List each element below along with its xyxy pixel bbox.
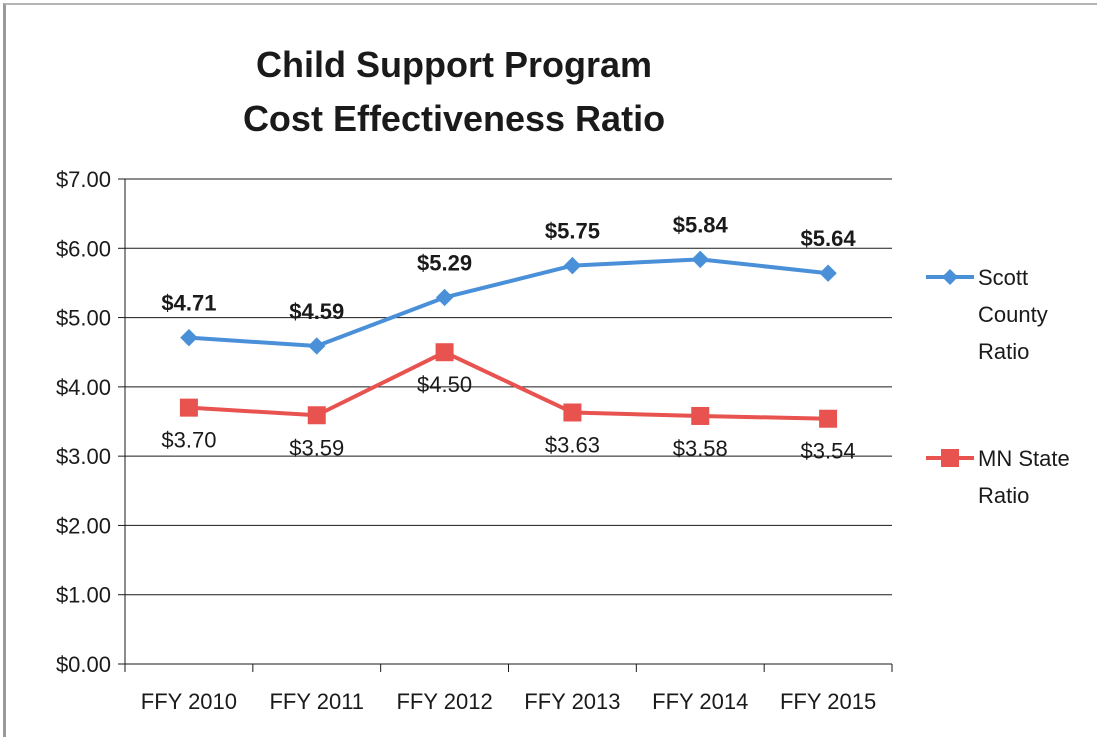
series-line <box>188 350 829 421</box>
legend-label: MN State <box>978 446 1070 471</box>
chart-frame: Child Support Program Cost Effectiveness… <box>3 3 1097 737</box>
chart-title: Child Support Program Cost Effectiveness… <box>243 44 665 139</box>
x-tick-label: FFY 2010 <box>141 689 237 714</box>
series-layer: $4.71 $4.59 $5.29 $5.75 $5.84 $5.64 $3.70 $3.59… <box>161 212 856 463</box>
data-point-marker <box>691 250 709 269</box>
x-tick-label: FFY 2015 <box>780 689 876 714</box>
data-label: $5.29 <box>417 250 472 275</box>
y-tick-label: $0.00 <box>56 652 111 677</box>
legend-label: Scott <box>978 265 1028 290</box>
y-tick-label: $1.00 <box>56 583 111 608</box>
data-point-marker <box>308 337 326 355</box>
legend-label: Ratio <box>978 339 1029 364</box>
data-point-marker <box>180 328 198 347</box>
data-label: $5.64 <box>801 226 857 251</box>
y-tick-label: $7.00 <box>56 167 111 192</box>
legend-label: Ratio <box>978 483 1029 508</box>
data-label: $3.70 <box>161 428 216 453</box>
gridlines <box>125 178 892 596</box>
legend: Scott County Ratio MN State Ratio <box>926 265 1070 508</box>
data-point-marker <box>435 343 454 362</box>
data-label: $3.54 <box>801 439 856 464</box>
y-tick-label: $6.00 <box>56 236 111 261</box>
x-tick-label: FFY 2013 <box>524 689 620 714</box>
x-tick-label: FFY 2012 <box>396 689 492 714</box>
y-tick-label: $4.00 <box>56 375 111 400</box>
data-point-marker <box>179 398 198 417</box>
data-point-marker <box>435 288 454 307</box>
axes <box>118 178 893 672</box>
chart-title-line-2: Cost Effectiveness Ratio <box>243 98 665 139</box>
data-label: $3.58 <box>673 436 728 461</box>
data-label: $4.59 <box>289 299 344 324</box>
data-label: $5.75 <box>545 219 600 244</box>
x-axis-tick-labels: FFY 2010 FFY 2011 FFY 2012 FFY 2013 FFY 2014… <box>141 689 876 714</box>
data-point-marker <box>307 406 326 425</box>
data-point-marker <box>563 256 582 275</box>
data-point-marker <box>819 264 837 282</box>
line-chart: Child Support Program Cost Effectiveness… <box>56 44 1070 714</box>
data-label: $4.50 <box>417 372 472 397</box>
chart-title-line-1: Child Support Program <box>256 44 652 85</box>
legend-marker <box>942 269 958 285</box>
y-tick-label: $3.00 <box>56 444 111 469</box>
data-point-marker <box>563 403 582 422</box>
data-point-marker <box>819 409 838 428</box>
series-scott-county: $4.71 $4.59 $5.29 $5.75 $5.84 $5.64 <box>161 212 857 355</box>
x-tick-label: FFY 2011 <box>269 689 364 714</box>
y-tick-label: $2.00 <box>56 513 111 538</box>
legend-label: County <box>978 302 1048 327</box>
y-tick-label: $5.00 <box>56 306 111 331</box>
legend-item-scott-county: Scott County Ratio <box>926 265 1048 364</box>
data-label: $3.59 <box>289 435 344 460</box>
legend-marker <box>941 449 959 467</box>
data-point-marker <box>691 406 710 425</box>
data-label: $4.71 <box>161 291 216 316</box>
series-mn-state: $3.70 $3.59 $4.50 $3.63 $3.58 $3.54 <box>161 343 856 464</box>
data-label: $5.84 <box>673 212 729 237</box>
series-line <box>188 257 829 348</box>
legend-item-mn-state: MN State Ratio <box>926 446 1070 508</box>
x-tick-label: FFY 2014 <box>652 689 748 714</box>
y-axis-tick-labels: $0.00 $1.00 $2.00 $3.00 $4.00 $5.00 $6.00 $7.00 <box>56 167 111 677</box>
data-label: $3.63 <box>545 432 600 457</box>
